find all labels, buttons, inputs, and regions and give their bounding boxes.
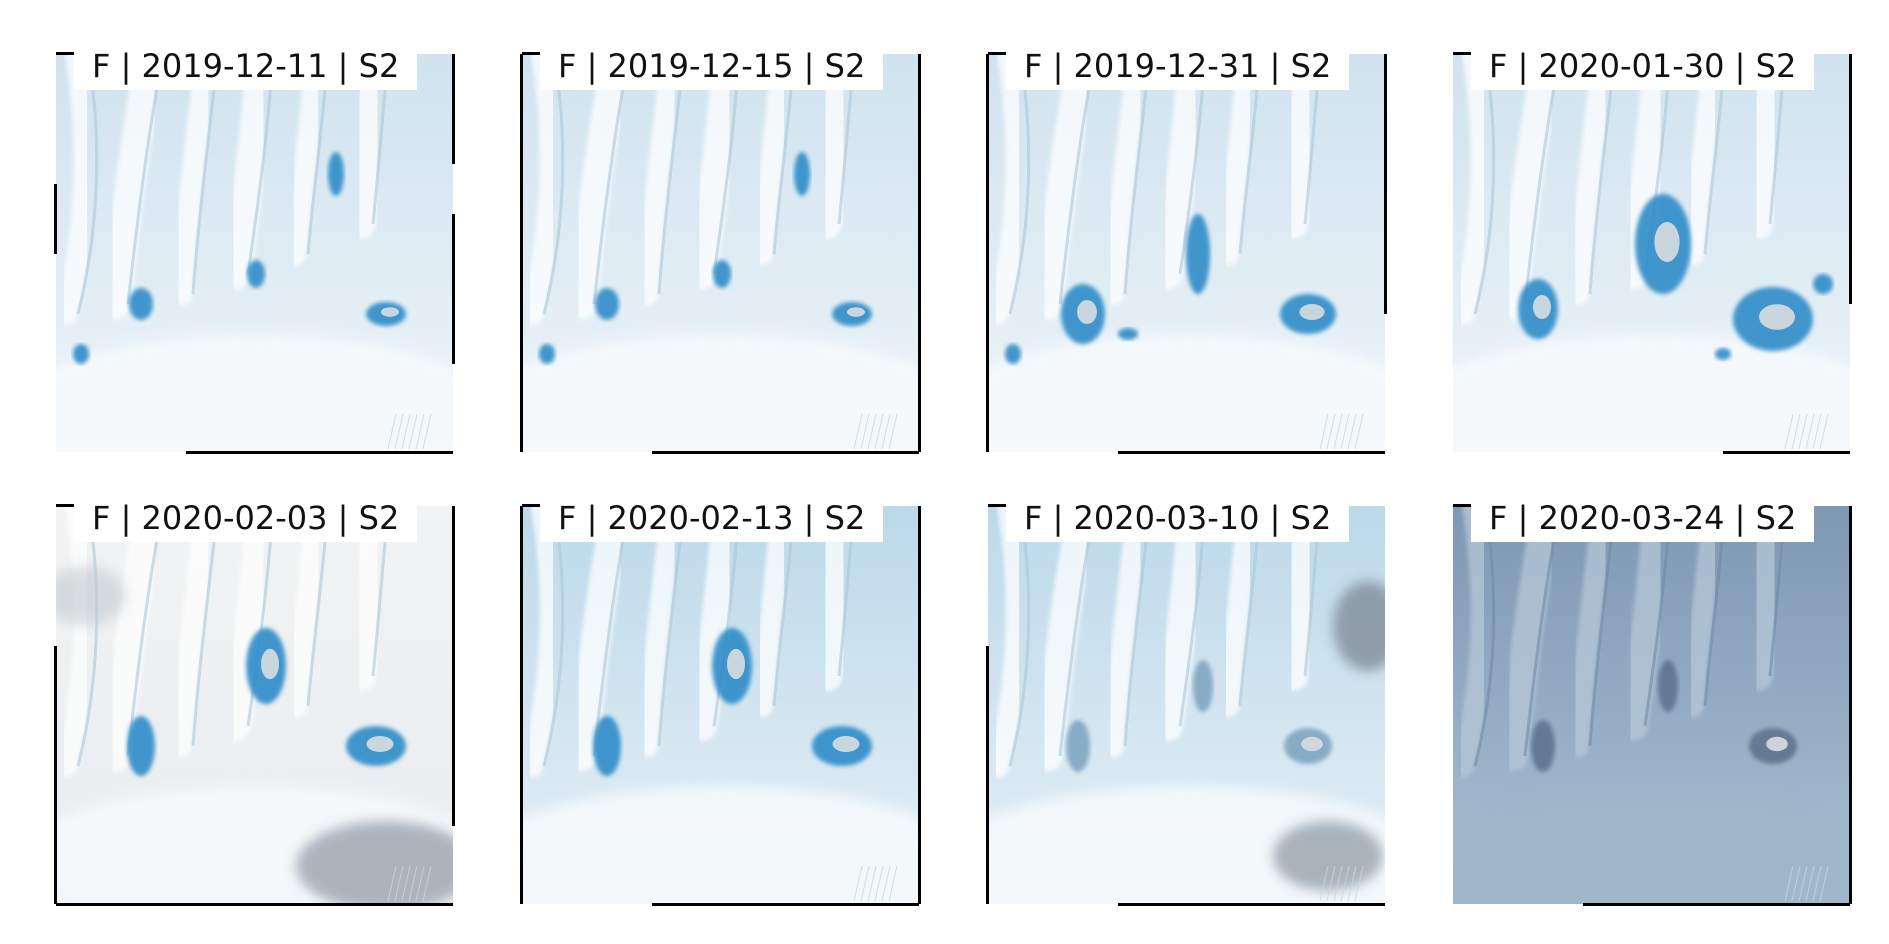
satellite-image: [56, 506, 453, 904]
panel-label: F | 2019-12-11 | S2: [74, 42, 418, 90]
image-panel-4: F | 2020-01-30 | S2: [1453, 42, 1852, 454]
satellite-image: [988, 54, 1385, 452]
panel-label: F | 2019-12-31 | S2: [1006, 42, 1350, 90]
panel-label: F | 2020-03-24 | S2: [1471, 494, 1815, 542]
satellite-image: [522, 506, 919, 904]
image-panel-5: F | 2020-02-03 | S2: [54, 494, 455, 906]
satellite-image: [1453, 506, 1850, 904]
panel-label: F | 2020-02-03 | S2: [74, 494, 418, 542]
image-panel-6: F | 2020-02-13 | S2: [520, 494, 921, 906]
image-panel-7: F | 2020-03-10 | S2: [986, 494, 1385, 906]
image-panel-3: F | 2019-12-31 | S2: [986, 42, 1387, 454]
panel-label: F | 2020-01-30 | S2: [1471, 42, 1815, 90]
satellite-image: [1453, 54, 1850, 452]
panel-label: F | 2020-03-10 | S2: [1006, 494, 1350, 542]
image-panel-1: F | 2019-12-11 | S2: [54, 42, 455, 454]
image-panel-8: F | 2020-03-24 | S2: [1453, 494, 1852, 906]
satellite-image: [988, 506, 1385, 904]
panel-label: F | 2020-02-13 | S2: [540, 494, 884, 542]
image-panel-2: F | 2019-12-15 | S2: [520, 42, 921, 454]
satellite-image: [56, 54, 453, 452]
panel-label: F | 2019-12-15 | S2: [540, 42, 884, 90]
satellite-image: [522, 54, 919, 452]
